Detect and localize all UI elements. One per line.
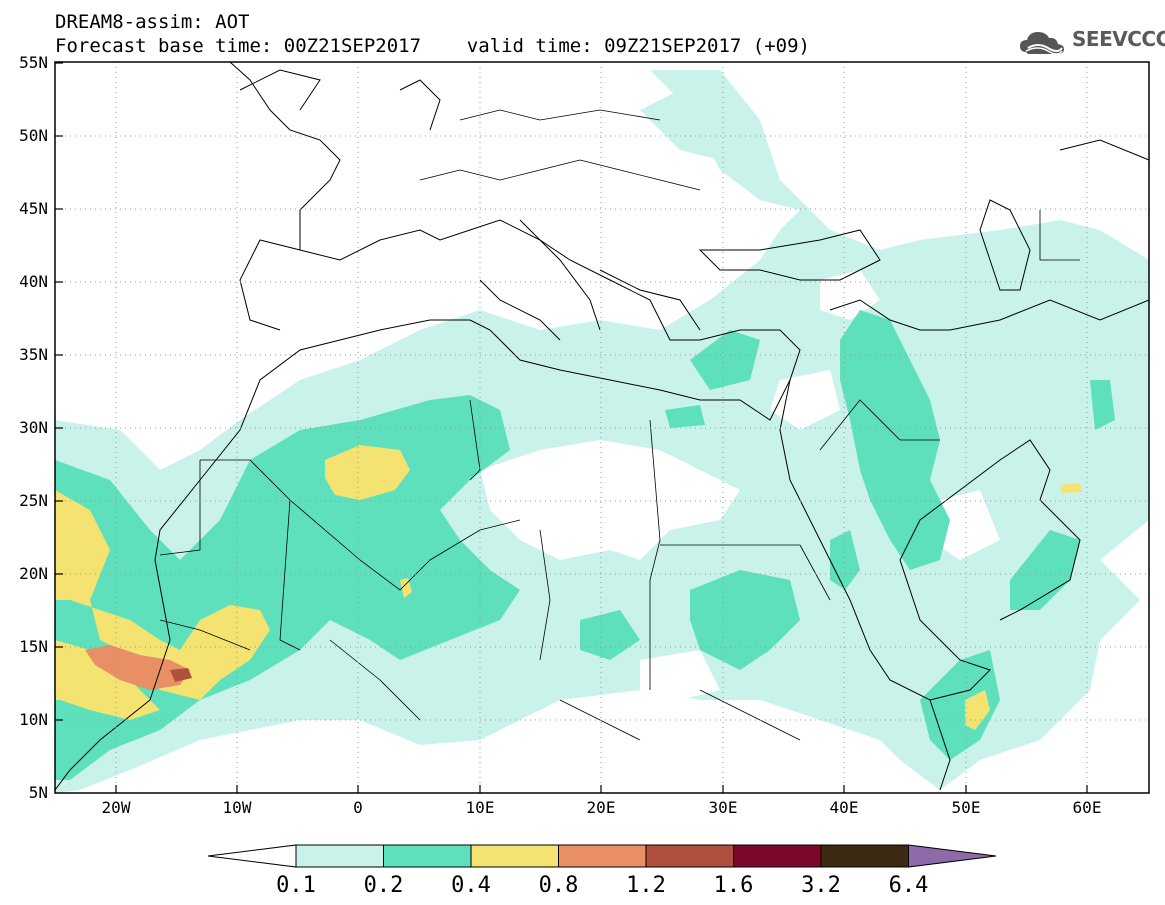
lon-label-20e: 20E: [587, 798, 616, 817]
lon-label-20w: 20W: [102, 798, 131, 817]
lat-label-55n: 55N: [19, 53, 48, 72]
logo-text: SEEVCCC: [1072, 27, 1165, 51]
colorbar-swatch-3: [558, 844, 647, 868]
colorbar: 0.1 0.2 0.4 0.8 1.2 1.6 3.2 6.4: [207, 844, 997, 898]
latitude-labels: 55N 50N 45N 40N 35N 30N 25N 20N 15N 10N …: [19, 53, 48, 802]
longitude-labels: 20W 10W 0 10E 20E 30E 40E 50E 60E: [102, 798, 1102, 817]
colorbar-label-3: 0.8: [539, 873, 579, 898]
lon-label-0: 0: [353, 798, 363, 817]
lat-label-20n: 20N: [19, 564, 48, 583]
lon-label-10w: 10W: [223, 798, 252, 817]
lat-label-30n: 30N: [19, 418, 48, 437]
lon-label-50e: 50E: [952, 798, 981, 817]
lon-label-10e: 10E: [466, 798, 495, 817]
aot-0.8-1.2: [85, 645, 190, 690]
grid-lines: [55, 62, 1149, 793]
colorbar-label-2: 0.4: [451, 873, 491, 898]
coastlines: [55, 62, 1149, 791]
aot-1.2-1.6: [170, 668, 192, 682]
colorbar-swatch-2: [470, 844, 559, 868]
lat-label-40n: 40N: [19, 272, 48, 291]
lat-label-10n: 10N: [19, 710, 48, 729]
aot-shading: [55, 70, 1149, 793]
colorbar-swatch-0: [295, 844, 384, 868]
chart-title: DREAM8-assim: AOT: [55, 11, 250, 33]
colorbar-label-4: 1.2: [626, 873, 666, 898]
lat-label-50n: 50N: [19, 126, 48, 145]
cloud-logo-icon: [1020, 32, 1064, 55]
chart-subtitle-times: Forecast base time: 00Z21SEP2017 valid t…: [55, 35, 810, 57]
aot-0.4-0.8: [55, 445, 1082, 730]
lat-label-45n: 45N: [19, 199, 48, 218]
lon-label-60e: 60E: [1073, 798, 1102, 817]
colorbar-swatch-4: [645, 844, 734, 868]
colorbar-swatch-5: [733, 844, 822, 868]
colorbar-label-6: 3.2: [801, 873, 841, 898]
lat-label-25n: 25N: [19, 491, 48, 510]
tick-marks: [55, 62, 1088, 793]
colorbar-label-5: 1.6: [714, 873, 754, 898]
lat-label-15n: 15N: [19, 637, 48, 656]
colorbar-label-1: 0.2: [364, 873, 404, 898]
colorbar-above-arrow: [908, 844, 997, 868]
colorbar-label-7: 6.4: [889, 873, 929, 898]
lat-label-35n: 35N: [19, 345, 48, 364]
lon-label-30e: 30E: [709, 798, 738, 817]
colorbar-label-0: 0.1: [276, 873, 316, 898]
colorbar-below-arrow: [207, 844, 297, 868]
colorbar-swatch-1: [383, 844, 472, 868]
colorbar-swatch-6: [820, 844, 909, 868]
lon-label-40e: 40E: [830, 798, 859, 817]
lat-label-5n: 5N: [29, 783, 48, 802]
